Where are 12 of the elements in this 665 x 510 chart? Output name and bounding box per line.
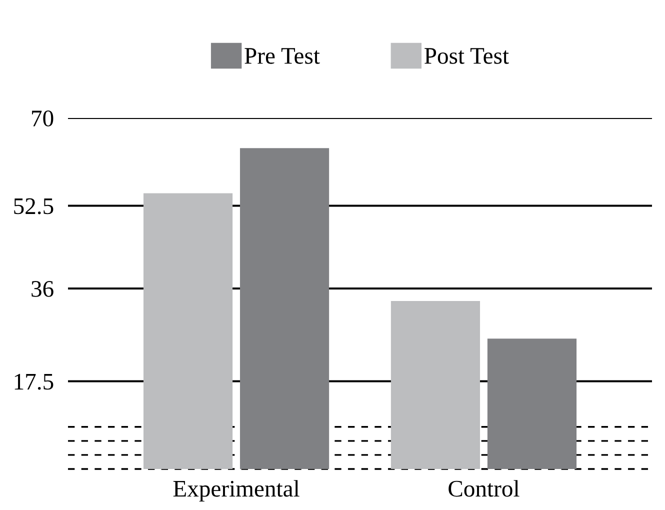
- y-tick-label: 36: [32, 281, 54, 297]
- legend-label: Pre Test: [244, 48, 320, 64]
- y-tick-label: 70: [32, 110, 54, 126]
- bar: [143, 193, 233, 469]
- bar: [240, 148, 330, 469]
- y-tick-label: 17.5: [14, 374, 54, 390]
- bar: [390, 301, 480, 469]
- y-tick-label: 52.5: [14, 198, 54, 214]
- bar: [487, 338, 577, 469]
- x-tick-label: Experimental: [173, 480, 300, 502]
- legend-label: Post Test: [424, 48, 509, 64]
- x-tick-label: Control: [448, 480, 520, 497]
